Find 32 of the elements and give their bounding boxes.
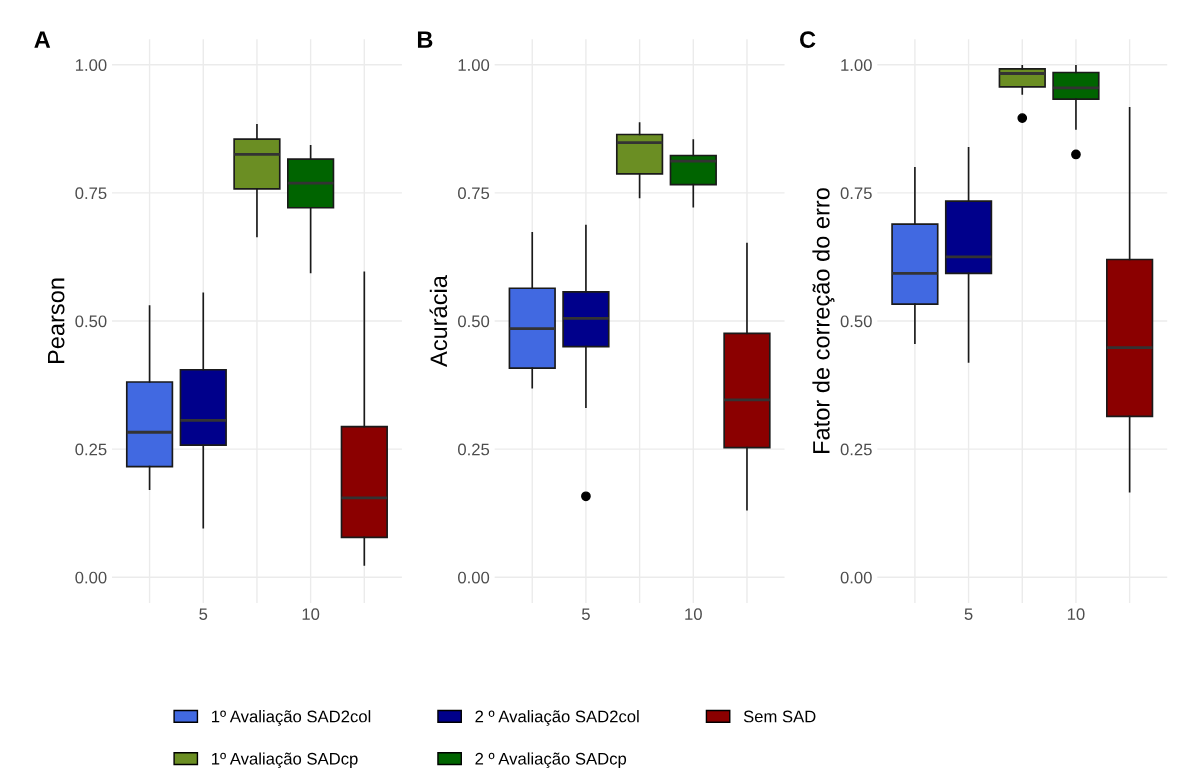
- x-tick-label: 10: [1067, 608, 1085, 621]
- y-tick-label: 0.50: [75, 315, 107, 328]
- y-tick-label: 0.00: [840, 571, 872, 584]
- chart-title: C: [800, 31, 816, 48]
- x-tick-label: 10: [302, 608, 320, 621]
- y-tick-label: 0.75: [840, 187, 872, 200]
- y-tick-label: 0.00: [458, 571, 490, 584]
- y-tick-label: 0.25: [458, 443, 490, 456]
- y-tick-label: 1.00: [458, 59, 490, 71]
- y-tick-label: 1.00: [841, 59, 872, 71]
- y-axis-title: Acurácia: [429, 275, 448, 367]
- y-tick-label: 0.75: [458, 187, 490, 200]
- y-axis-title: Pearson: [48, 278, 65, 364]
- legend-label: 2 º Avaliação SADcp: [475, 752, 627, 768]
- y-tick-label: 0.25: [840, 443, 872, 456]
- y-tick-label: 0.50: [840, 315, 872, 328]
- x-tick-label: 5: [964, 608, 973, 621]
- legend-label: 2 º Avaliação SAD2col: [475, 710, 639, 726]
- legend-label: 1º Avaliação SAD2col: [212, 710, 371, 726]
- y-tick-label: 0.75: [75, 187, 107, 200]
- y-tick-label: 0.00: [75, 571, 107, 584]
- y-tick-label: 0.25: [75, 443, 107, 456]
- x-tick-label: 5: [199, 608, 208, 621]
- chart-title: B: [417, 31, 433, 48]
- y-tick-label: 0.50: [458, 315, 490, 328]
- legend-label: Sem SAD: [743, 710, 816, 723]
- chart-title: A: [34, 31, 51, 48]
- y-tick-label: 1.00: [75, 59, 107, 71]
- legend-label: 1º Avaliação SADcp: [212, 752, 358, 768]
- y-axis-title: Fator de correção do erro: [812, 188, 835, 453]
- x-tick-label: 10: [685, 608, 702, 621]
- x-tick-label: 5: [581, 608, 590, 621]
